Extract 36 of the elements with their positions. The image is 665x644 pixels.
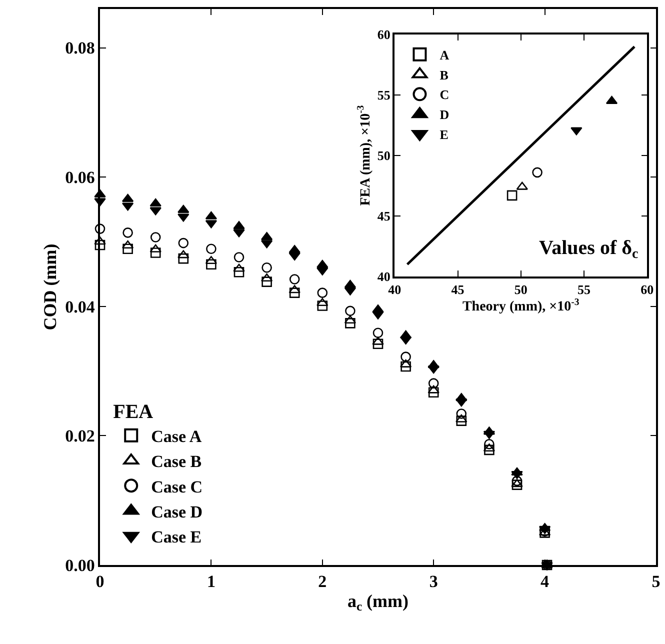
legend-label: Case C xyxy=(151,477,203,496)
y-tick-label: 0.04 xyxy=(65,297,96,316)
y-tick-label: 0.00 xyxy=(65,556,95,575)
x-axis-title: Theory (mm), ×10$^{-3}$ xyxy=(462,296,580,315)
legend-label: Case A xyxy=(151,427,202,446)
legend-label: Case B xyxy=(151,452,202,472)
annotation: Values of δ$_{c}$ xyxy=(539,237,638,262)
x-tick-label: 3 xyxy=(429,572,438,592)
legend-label: Case E xyxy=(151,527,202,546)
y-tick-label: 0.08 xyxy=(65,38,95,58)
x-tick-label: 40 xyxy=(388,282,402,297)
legend-label: E xyxy=(440,127,448,142)
legend-label: D xyxy=(440,107,450,122)
y-tick-label: 40 xyxy=(377,268,390,284)
x-tick-label: 55 xyxy=(578,282,591,297)
x-tick-label: 45 xyxy=(451,282,465,297)
legend-label: C xyxy=(440,87,450,102)
legend-label: Case D xyxy=(151,502,203,522)
x-axis-title: a$_{c}$ (mm) xyxy=(347,590,409,614)
y-tick-label: 60 xyxy=(377,27,390,42)
y-tick-label: 45 xyxy=(377,208,391,224)
x-tick-label: 50 xyxy=(514,282,528,297)
legend-title: FEA xyxy=(113,400,154,423)
x-tick-label: 60 xyxy=(640,282,654,297)
x-tick-label: 4 xyxy=(540,572,550,592)
y-tick-label: 0.06 xyxy=(65,168,95,188)
x-tick-label: 1 xyxy=(206,572,216,592)
x-tick-label: 0 xyxy=(96,572,104,592)
legend-label: B xyxy=(440,67,449,82)
y-tick-label: 0.02 xyxy=(65,426,95,446)
x-tick-label: 5 xyxy=(652,572,660,592)
legend-label: A xyxy=(440,47,450,62)
y-tick-label: 50 xyxy=(377,148,390,164)
y-tick-label: 55 xyxy=(377,88,391,103)
x-tick-label: 2 xyxy=(318,572,327,592)
y-axis-title: COD (mm) xyxy=(40,244,60,330)
